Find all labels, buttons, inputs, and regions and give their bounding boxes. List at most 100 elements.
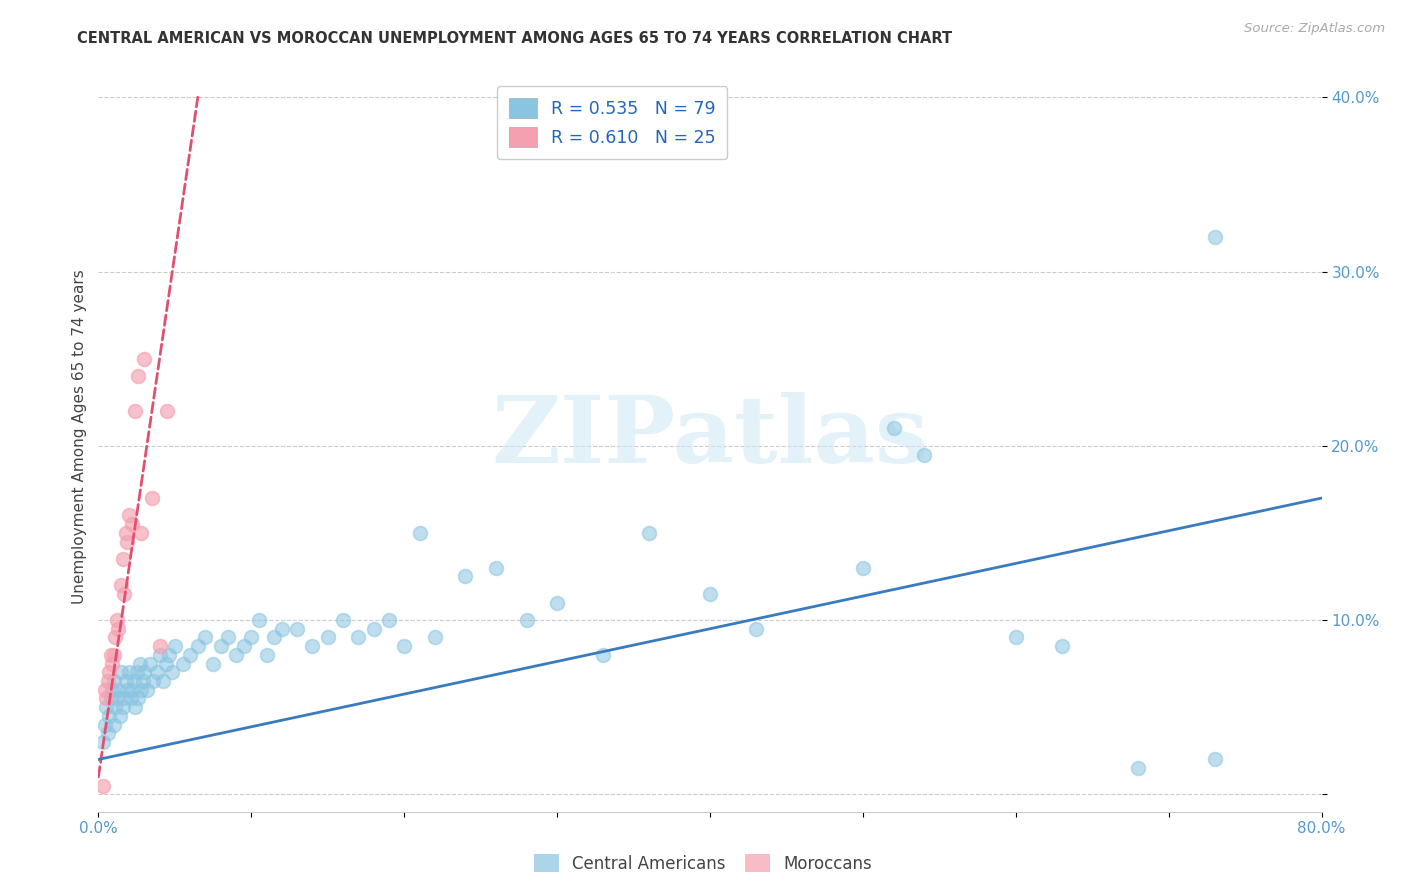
Point xyxy=(1204,229,1226,244)
Point xyxy=(94,700,117,714)
Point xyxy=(94,691,117,706)
Point xyxy=(107,682,129,697)
Point xyxy=(127,369,149,384)
Point xyxy=(141,491,163,505)
Point xyxy=(110,578,132,592)
Point xyxy=(111,552,134,566)
Point xyxy=(160,665,183,680)
Point xyxy=(118,665,141,680)
Point xyxy=(332,613,354,627)
Point xyxy=(316,631,339,645)
Point xyxy=(124,404,146,418)
Point xyxy=(883,421,905,435)
Point xyxy=(912,448,935,462)
Point xyxy=(1204,752,1226,766)
Point xyxy=(378,613,401,627)
Point xyxy=(115,525,138,540)
Point xyxy=(103,648,125,662)
Point xyxy=(115,673,138,688)
Point xyxy=(454,569,477,583)
Point xyxy=(392,639,416,653)
Point xyxy=(103,717,125,731)
Point xyxy=(108,709,131,723)
Point xyxy=(240,631,263,645)
Point xyxy=(121,682,143,697)
Point xyxy=(132,673,155,688)
Point xyxy=(129,682,152,697)
Point xyxy=(124,700,146,714)
Point xyxy=(120,691,142,706)
Point xyxy=(699,587,721,601)
Point xyxy=(127,691,149,706)
Point xyxy=(91,735,114,749)
Point xyxy=(104,631,127,645)
Point xyxy=(187,639,209,653)
Text: Source: ZipAtlas.com: Source: ZipAtlas.com xyxy=(1244,22,1385,36)
Point xyxy=(103,673,125,688)
Point xyxy=(128,657,150,671)
Point xyxy=(263,631,285,645)
Point xyxy=(129,525,152,540)
Point xyxy=(145,665,167,680)
Point xyxy=(270,622,292,636)
Point xyxy=(139,657,162,671)
Point xyxy=(97,726,120,740)
Point xyxy=(285,622,308,636)
Point xyxy=(485,561,508,575)
Text: CENTRAL AMERICAN VS MOROCCAN UNEMPLOYMENT AMONG AGES 65 TO 74 YEARS CORRELATION : CENTRAL AMERICAN VS MOROCCAN UNEMPLOYMEN… xyxy=(77,31,952,46)
Legend: Central Americans, Moroccans: Central Americans, Moroccans xyxy=(527,847,879,880)
Point xyxy=(93,717,115,731)
Point xyxy=(100,691,122,706)
Point xyxy=(301,639,323,653)
Point xyxy=(112,691,135,706)
Point xyxy=(637,525,661,540)
Point xyxy=(122,673,145,688)
Point xyxy=(217,631,239,645)
Point xyxy=(101,657,124,671)
Point xyxy=(225,648,247,662)
Point xyxy=(134,351,156,366)
Point xyxy=(101,682,124,697)
Point xyxy=(408,525,430,540)
Text: ZIPatlas: ZIPatlas xyxy=(492,392,928,482)
Legend: R = 0.535   N = 79, R = 0.610   N = 25: R = 0.535 N = 79, R = 0.610 N = 25 xyxy=(496,87,727,159)
Point xyxy=(142,673,165,688)
Point xyxy=(149,648,172,662)
Point xyxy=(93,682,115,697)
Point xyxy=(91,779,114,793)
Point xyxy=(155,657,177,671)
Point xyxy=(156,404,179,418)
Point xyxy=(592,648,614,662)
Point xyxy=(516,613,538,627)
Point xyxy=(546,596,568,610)
Point xyxy=(1050,639,1073,653)
Point xyxy=(107,622,129,636)
Point xyxy=(172,657,194,671)
Point xyxy=(134,665,156,680)
Point xyxy=(363,622,385,636)
Point xyxy=(111,700,134,714)
Point xyxy=(117,682,139,697)
Point xyxy=(1128,761,1150,775)
Point xyxy=(745,622,768,636)
Point xyxy=(98,709,121,723)
Point xyxy=(149,639,172,653)
Point xyxy=(121,517,143,532)
Point xyxy=(104,700,127,714)
Point xyxy=(347,631,370,645)
Point xyxy=(194,631,217,645)
Point xyxy=(852,561,875,575)
Point xyxy=(118,508,141,523)
Point xyxy=(423,631,446,645)
Point xyxy=(136,682,159,697)
Point xyxy=(110,665,132,680)
Point xyxy=(232,639,254,653)
Point xyxy=(97,673,120,688)
Point xyxy=(100,648,122,662)
Point xyxy=(157,648,180,662)
Point xyxy=(179,648,201,662)
Point xyxy=(256,648,278,662)
Point xyxy=(209,639,232,653)
Point xyxy=(247,613,270,627)
Point xyxy=(105,613,128,627)
